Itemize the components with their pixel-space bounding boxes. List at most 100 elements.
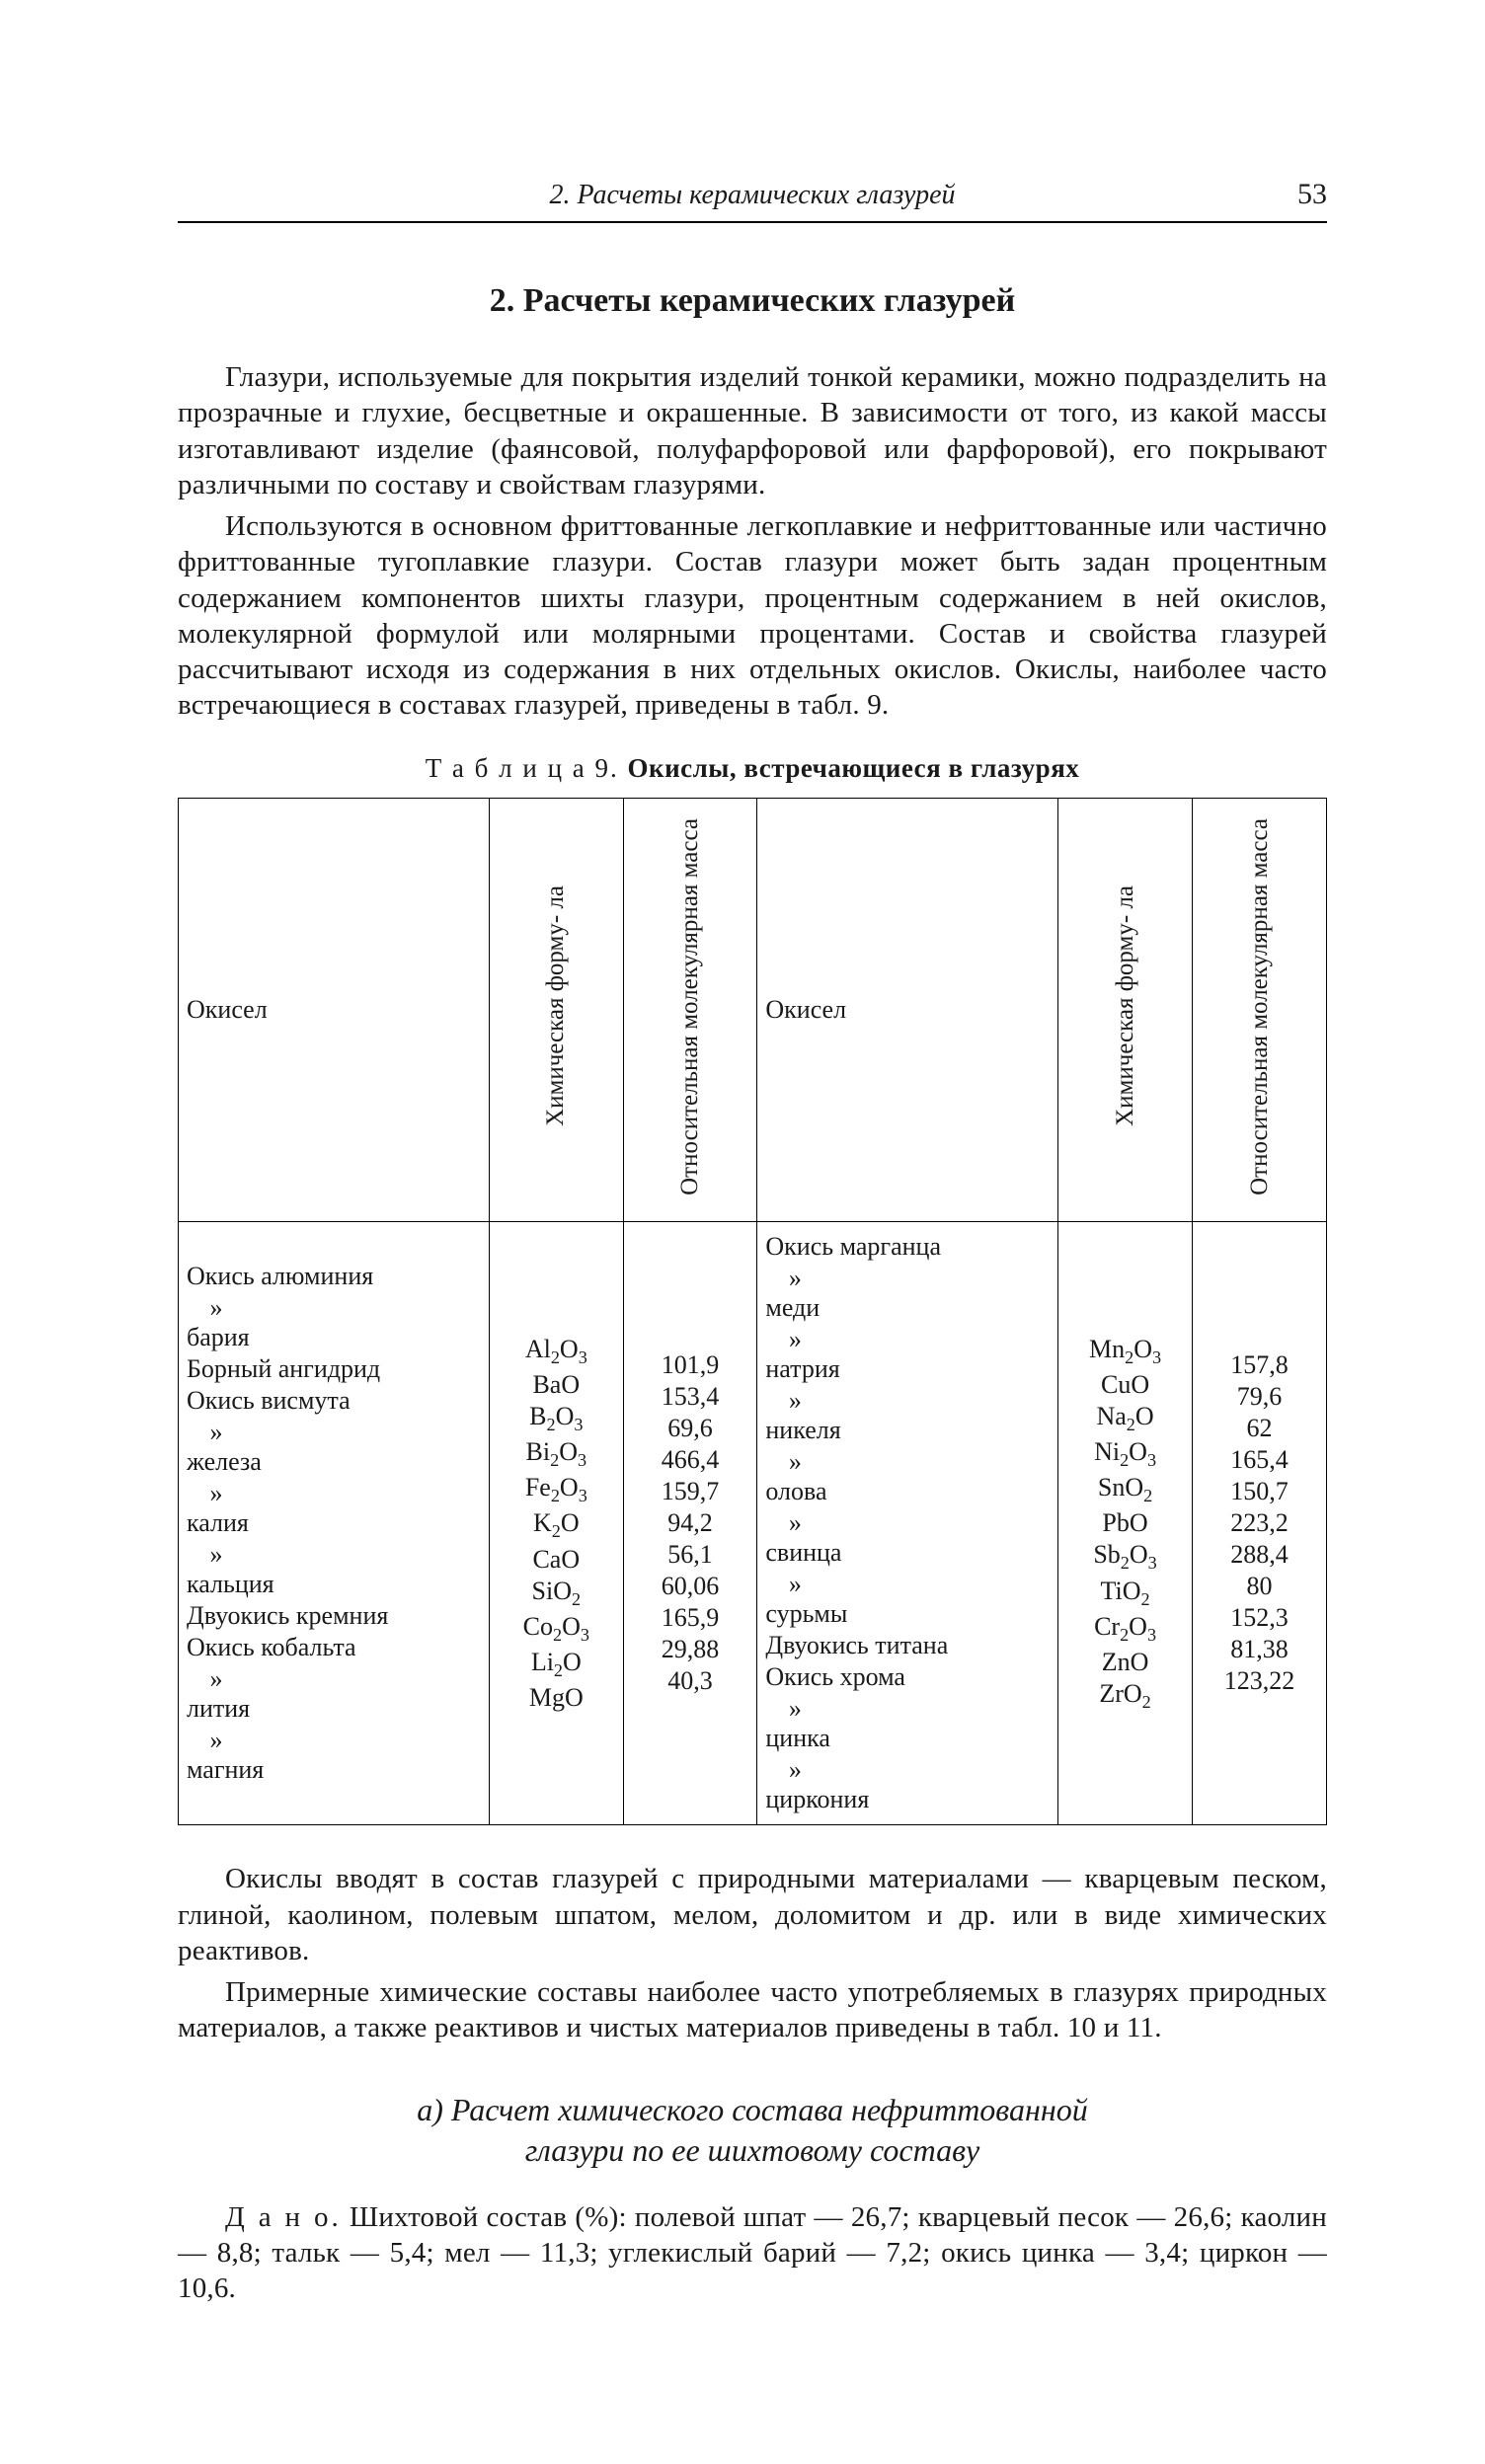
formula-cell: Na2O xyxy=(1096,1402,1153,1435)
name-cell: Окись хрома xyxy=(765,1662,1050,1692)
name-cell: »лития xyxy=(187,1664,481,1724)
name-cell: Окись алюминия xyxy=(187,1262,481,1291)
header-rule xyxy=(178,221,1327,223)
dano-paragraph: Д а н о. Шихтовой состав (%): полевой шп… xyxy=(178,2199,1327,2307)
cell-names-left: Окись алюминия»барияБорный ангидридОкись… xyxy=(179,1222,490,1825)
running-header: 2. Расчеты керамических глазурей 53 xyxy=(178,178,1327,211)
dano-text: Шихтовой состав (%): полевой шпат — 26,7… xyxy=(178,2201,1327,2305)
mass-cell: 223,2 xyxy=(1230,1508,1289,1538)
mass-cell: 94,2 xyxy=(667,1508,713,1538)
dano-label: Д а н о. xyxy=(225,2201,342,2233)
mass-cell: 79,6 xyxy=(1237,1382,1283,1412)
subsection-title-line-1: а) Расчет химического состава нефриттова… xyxy=(417,2092,1087,2127)
mass-cell: 152,3 xyxy=(1230,1603,1289,1633)
name-cell: Борный ангидрид xyxy=(187,1354,481,1384)
name-cell: »калия xyxy=(187,1479,481,1538)
cell-masses-right: 157,879,662165,4150,7223,2288,480152,381… xyxy=(1193,1222,1327,1825)
page-number: 53 xyxy=(1248,178,1327,211)
name-cell: »олова xyxy=(765,1447,1050,1506)
formula-cell: PbO xyxy=(1102,1508,1147,1538)
mass-cell: 101,9 xyxy=(662,1350,720,1380)
formula-cell: K2O xyxy=(533,1508,580,1542)
running-header-title: 2. Расчеты керамических глазурей xyxy=(257,180,1248,211)
table-header-row: Окисел Химическая форму- ла Относительна… xyxy=(179,798,1327,1222)
formula-cell: ZnO xyxy=(1102,1648,1149,1677)
formula-cell: Sb2O3 xyxy=(1093,1540,1156,1574)
subsection-title: а) Расчет химического состава нефриттова… xyxy=(178,2090,1327,2172)
formula-cell: SiO2 xyxy=(532,1577,582,1610)
formula-cell: CuO xyxy=(1101,1370,1149,1400)
mass-cell: 165,4 xyxy=(1230,1445,1289,1475)
col-header-mass-left: Относительная молекулярная масса xyxy=(623,798,757,1222)
formula-cell: Al2O3 xyxy=(525,1335,587,1368)
col-header-mass-right: Относительная молекулярная масса xyxy=(1193,798,1327,1222)
name-cell: Окись кобальта xyxy=(187,1633,481,1662)
cell-formulas-right: Mn2O3CuONa2ONi2O3SnO2PbOSb2O3TiO2Cr2O3Zn… xyxy=(1058,1222,1193,1825)
name-cell: »сурьмы xyxy=(765,1570,1050,1629)
page: 2. Расчеты керамических глазурей 53 2. Р… xyxy=(0,0,1485,2464)
mass-cell: 62 xyxy=(1247,1414,1273,1443)
formula-cell: SnO2 xyxy=(1098,1473,1152,1506)
name-cell: »бария xyxy=(187,1293,481,1352)
formula-cell: Co2O3 xyxy=(523,1612,589,1646)
mass-cell: 123,22 xyxy=(1224,1666,1295,1696)
mass-cell: 56,1 xyxy=(667,1540,713,1570)
mass-cell: 288,4 xyxy=(1230,1540,1289,1570)
name-cell: »никеля xyxy=(765,1386,1050,1445)
table-caption-title: Окислы, встречающиеся в глазурях xyxy=(628,753,1080,783)
table-caption-label: Т а б л и ц а 9. xyxy=(426,753,619,783)
formula-cell: Ni2O3 xyxy=(1094,1437,1156,1471)
formula-cell: ZrO2 xyxy=(1099,1679,1150,1713)
formula-cell: TiO2 xyxy=(1101,1577,1150,1610)
name-cell: »свинца xyxy=(765,1508,1050,1568)
name-cell: »кальция xyxy=(187,1540,481,1599)
col-header-formula-right: Химическая форму- ла xyxy=(1058,798,1193,1222)
name-cell: »меди xyxy=(765,1264,1050,1323)
formula-cell: CaO xyxy=(532,1545,580,1575)
mass-cell: 80 xyxy=(1247,1572,1273,1601)
mass-cell: 150,7 xyxy=(1230,1477,1289,1506)
mass-cell: 466,4 xyxy=(662,1445,720,1475)
mass-cell: 157,8 xyxy=(1230,1350,1289,1380)
formula-cell: Fe2O3 xyxy=(525,1473,587,1506)
name-cell: Двуокись кремния xyxy=(187,1601,481,1631)
col-header-name-right: Окисел xyxy=(757,798,1058,1222)
mass-cell: 29,88 xyxy=(662,1635,720,1664)
formula-cell: Bi2O3 xyxy=(526,1437,587,1471)
name-cell: »натрия xyxy=(765,1325,1050,1384)
paragraph-2: Используются в основном фриттованные лег… xyxy=(178,508,1327,724)
formula-cell: Mn2O3 xyxy=(1089,1335,1161,1368)
mass-cell: 69,6 xyxy=(667,1414,713,1443)
table-caption: Т а б л и ц а 9. Окислы, встречающиеся в… xyxy=(178,753,1327,784)
paragraph-1: Глазури, используемые для покрытия издел… xyxy=(178,359,1327,502)
name-cell: Окись висмута xyxy=(187,1386,481,1416)
mass-cell: 165,9 xyxy=(662,1603,720,1633)
name-cell: Окись марганца xyxy=(765,1232,1050,1262)
formula-cell: BaO xyxy=(532,1370,580,1400)
oxides-table: Окисел Химическая форму- ла Относительна… xyxy=(178,798,1327,1826)
mass-cell: 159,7 xyxy=(662,1477,720,1506)
name-cell: Двуокись титана xyxy=(765,1631,1050,1660)
section-title: 2. Расчеты керамических глазурей xyxy=(178,282,1327,320)
col-header-formula-left: Химическая форму- ла xyxy=(489,798,623,1222)
mass-cell: 60,06 xyxy=(662,1572,720,1601)
formula-cell: Cr2O3 xyxy=(1094,1612,1156,1646)
name-cell: »циркония xyxy=(765,1755,1050,1814)
cell-masses-left: 101,9153,469,6466,4159,794,256,160,06165… xyxy=(623,1222,757,1825)
formula-cell: B2O3 xyxy=(529,1402,583,1435)
paragraph-4: Примерные химические составы наиболее ча… xyxy=(178,1974,1327,2046)
mass-cell: 40,3 xyxy=(667,1666,713,1696)
mass-cell: 81,38 xyxy=(1230,1635,1289,1664)
cell-formulas-left: Al2O3BaOB2O3Bi2O3Fe2O3K2OCaOSiO2Co2O3Li2… xyxy=(489,1222,623,1825)
formula-cell: Li2O xyxy=(531,1648,582,1681)
cell-names-right: Окись марганца»меди»натрия»никеля»олова»… xyxy=(757,1222,1058,1825)
name-cell: »железа xyxy=(187,1418,481,1477)
mass-cell: 153,4 xyxy=(662,1382,720,1412)
subsection-title-line-2: глазури по ее шихтовому составу xyxy=(525,2132,979,2168)
name-cell: »магния xyxy=(187,1726,481,1785)
col-header-name-left: Окисел xyxy=(179,798,490,1222)
table-row: Окись алюминия»барияБорный ангидридОкись… xyxy=(179,1222,1327,1825)
formula-cell: MgO xyxy=(529,1683,584,1713)
paragraph-3: Окислы вводят в состав глазурей с природ… xyxy=(178,1861,1327,1968)
name-cell: »цинка xyxy=(765,1694,1050,1753)
